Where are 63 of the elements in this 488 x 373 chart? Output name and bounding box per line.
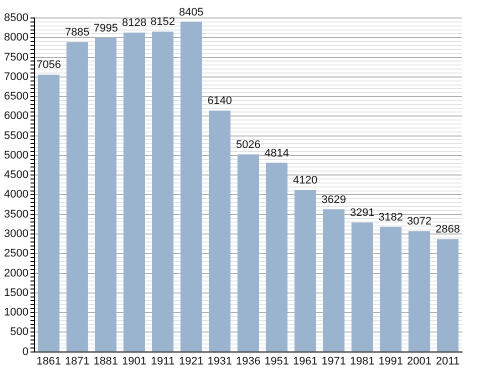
bar — [123, 32, 145, 352]
x-tick-label: 1931 — [207, 355, 232, 368]
bar — [408, 231, 430, 352]
x-tick-label: 1911 — [150, 355, 175, 368]
bar — [437, 239, 458, 352]
y-tick-label: 3500 — [4, 208, 28, 220]
y-tick-label: 3000 — [4, 228, 28, 240]
data-label: 2868 — [436, 224, 460, 236]
y-tick-label: 2000 — [4, 267, 28, 280]
bar — [180, 22, 202, 352]
bar — [208, 110, 230, 352]
data-label: 7056 — [36, 59, 61, 72]
y-tick-label: 8500 — [4, 12, 28, 24]
data-label: 3629 — [322, 194, 346, 206]
y-tick-label: 5000 — [4, 149, 28, 162]
data-label: 8152 — [150, 16, 175, 28]
x-tick-label: 1861 — [36, 355, 61, 368]
data-label: 8128 — [122, 17, 146, 30]
bar — [351, 222, 373, 352]
y-tick-label: 500 — [10, 326, 28, 338]
x-tick-label: 1991 — [378, 355, 403, 368]
data-label: 4814 — [264, 147, 289, 160]
data-label: 8405 — [178, 6, 204, 18]
y-tick-label: 4000 — [4, 188, 28, 201]
bar — [322, 209, 344, 352]
x-tick-label: 1936 — [236, 355, 260, 368]
y-tick-label: 0 — [22, 346, 28, 358]
bar — [237, 154, 259, 352]
y-tick-label: 7000 — [4, 70, 28, 83]
x-tick-label: 1901 — [122, 355, 146, 368]
y-tick-label: 6500 — [4, 90, 28, 103]
y-tick-label: 5500 — [4, 130, 28, 142]
data-label: 3182 — [378, 211, 403, 224]
y-tick-label: 6000 — [4, 110, 28, 122]
x-tick-label: 1971 — [322, 355, 346, 368]
y-tick-label: 8000 — [4, 32, 28, 44]
y-tick-label: 4500 — [4, 169, 28, 182]
bar — [380, 226, 402, 352]
data-label: 4120 — [292, 174, 318, 187]
x-tick-label: 1871 — [64, 355, 90, 368]
x-tick-label: 1951 — [264, 355, 289, 368]
bar — [38, 74, 60, 352]
x-tick-label: 1981 — [350, 355, 374, 368]
data-label: 6140 — [207, 95, 232, 108]
bar — [266, 162, 288, 352]
x-tick-label: 2001 — [407, 355, 432, 368]
data-label: 3291 — [350, 207, 374, 220]
y-tick-label: 7500 — [4, 51, 28, 64]
data-label: 3072 — [407, 216, 432, 228]
data-label: 5026 — [236, 138, 260, 151]
bar — [152, 32, 174, 352]
data-label: 7995 — [93, 22, 118, 34]
x-tick-label: 1961 — [292, 355, 318, 368]
x-tick-label: 1881 — [93, 355, 118, 368]
data-label: 7885 — [64, 26, 90, 39]
bar — [66, 42, 88, 352]
x-tick-label: 1921 — [178, 355, 204, 368]
y-tick-label: 1500 — [4, 286, 28, 299]
bar — [94, 38, 116, 352]
y-tick-label: 1000 — [4, 306, 28, 319]
bar — [294, 190, 316, 352]
x-tick-label: 2011 — [436, 355, 460, 368]
y-tick-label: 2500 — [4, 248, 28, 260]
